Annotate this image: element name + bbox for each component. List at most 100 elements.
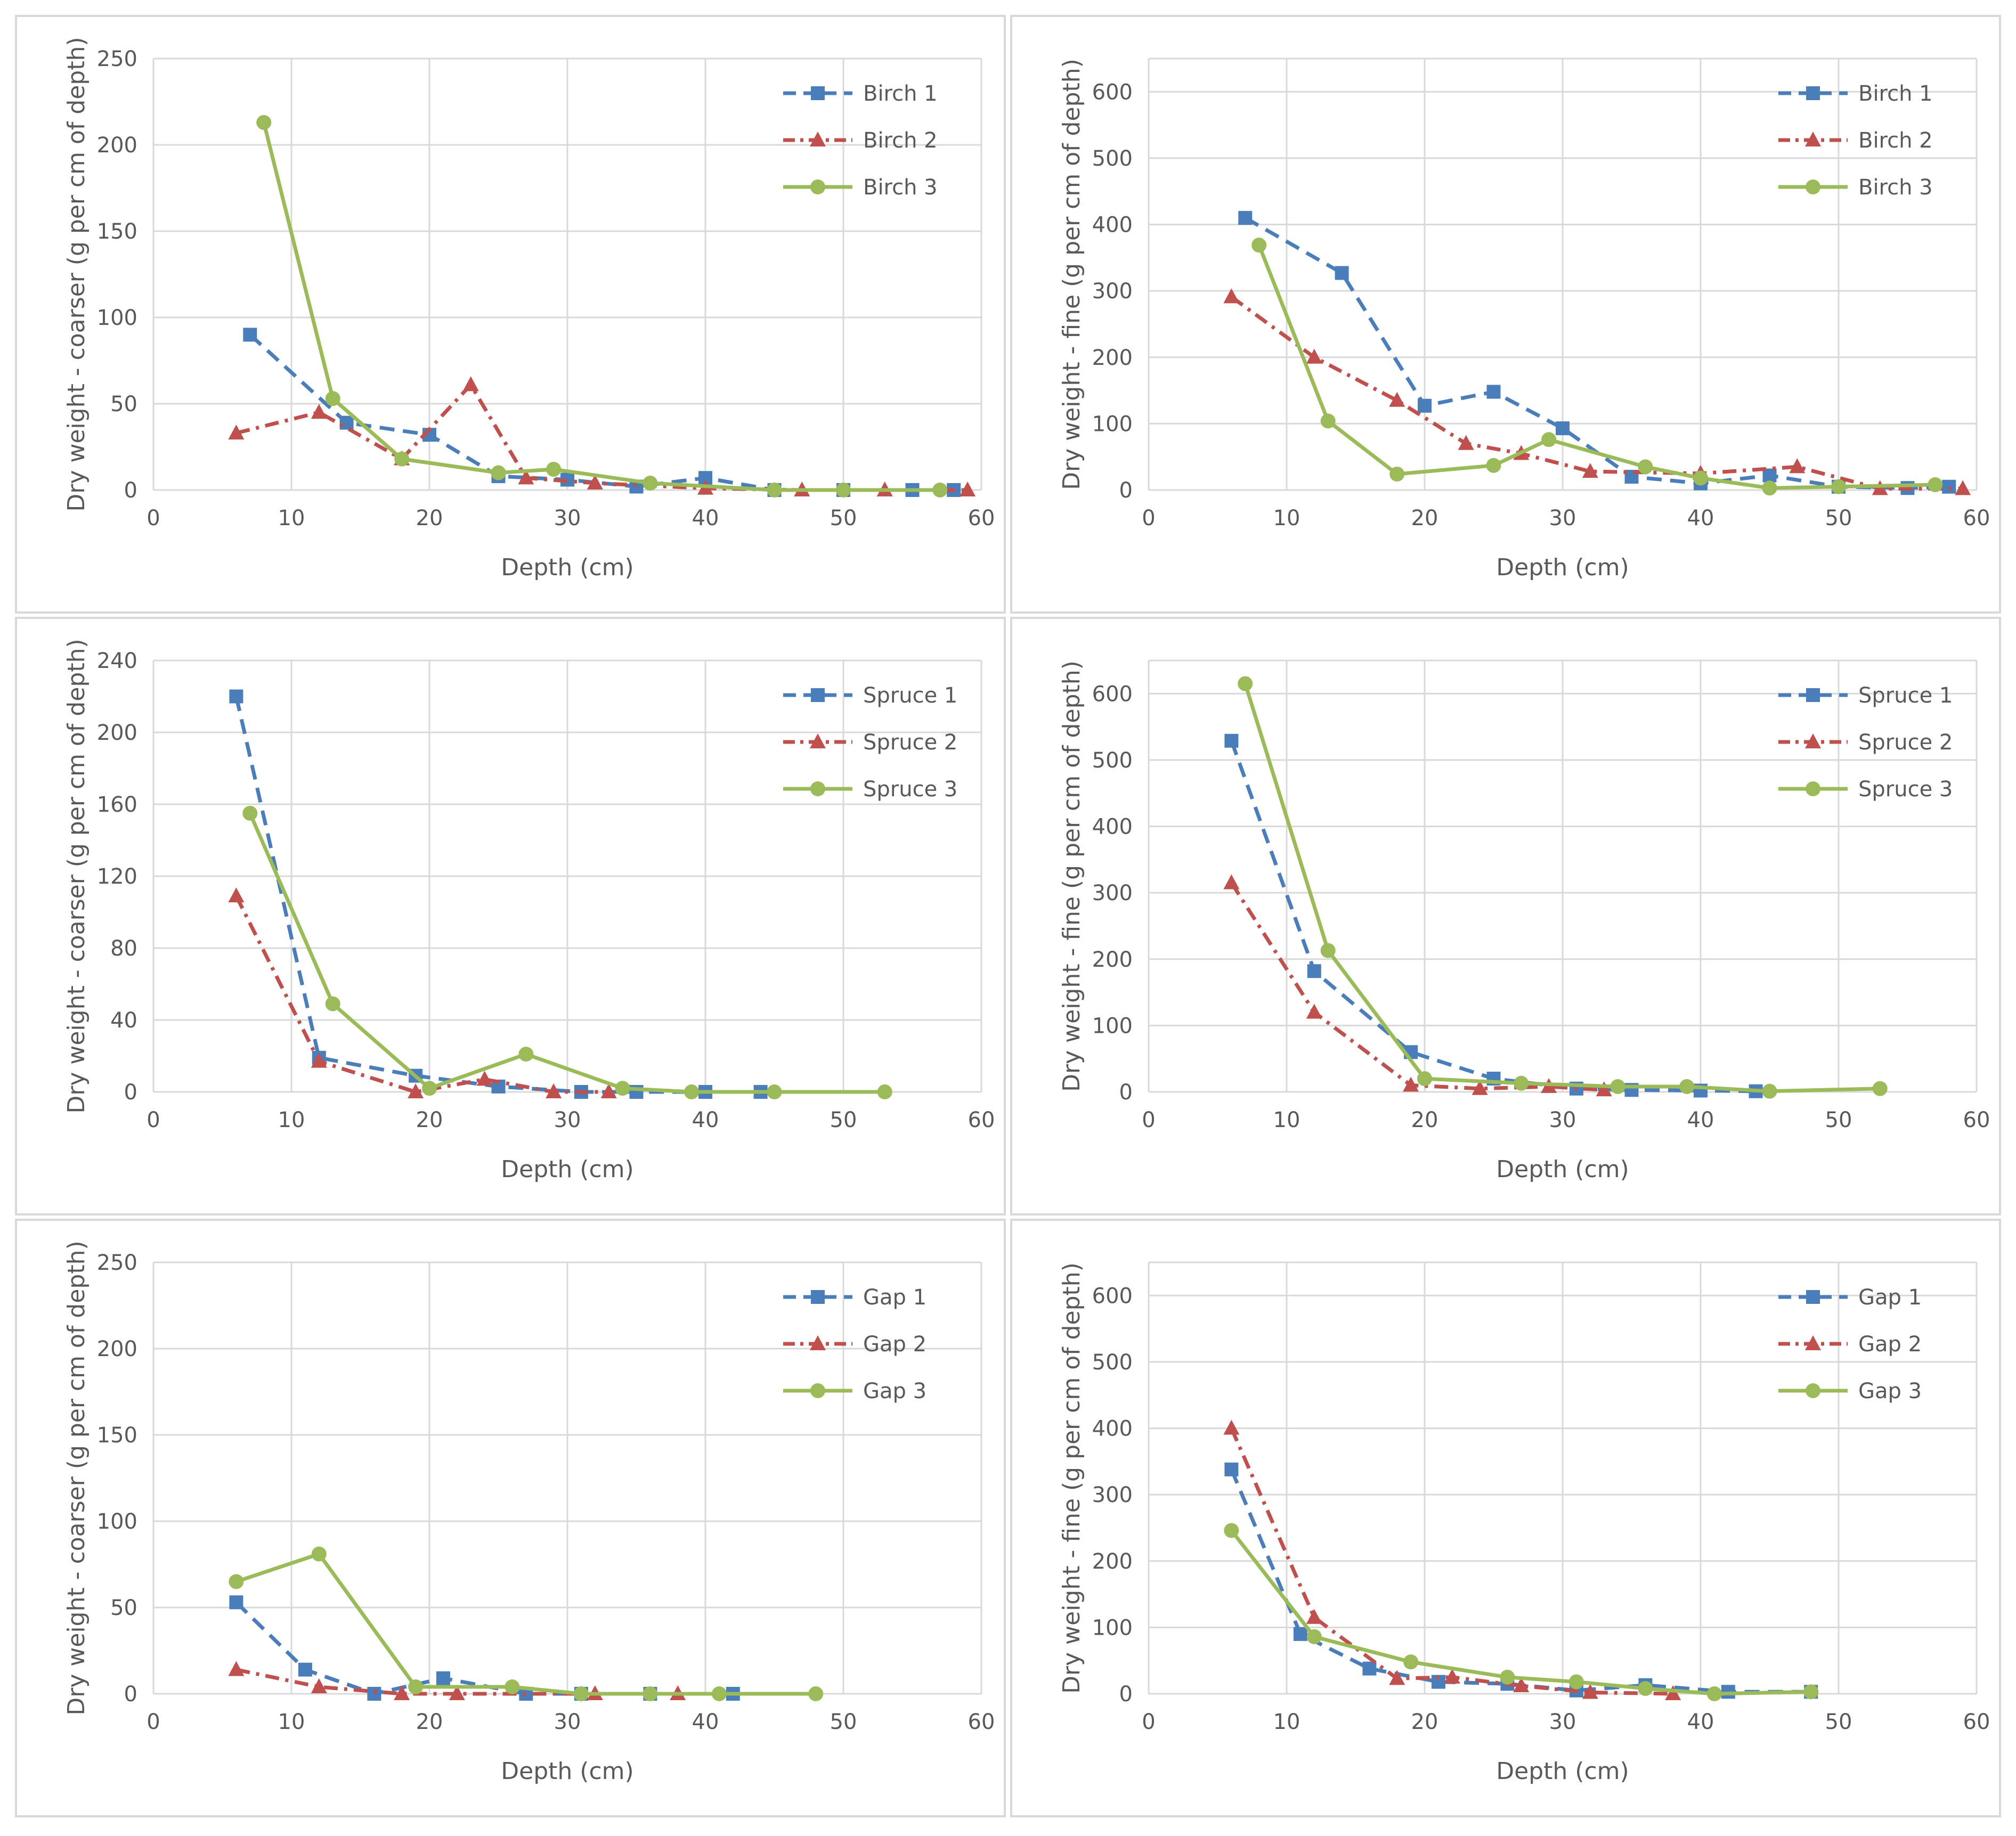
- series-birch-3: [256, 115, 948, 497]
- data-point: [1223, 1419, 1240, 1435]
- data-point: [1444, 1668, 1460, 1684]
- legend-item: Birch 1: [783, 81, 938, 106]
- x-tick-label: 60: [1963, 1710, 1990, 1734]
- legend-item: Gap 1: [783, 1285, 926, 1310]
- x-tick-label: 0: [1142, 1710, 1155, 1734]
- data-point: [1458, 435, 1474, 450]
- chart-panel-spruce-coarse: 0 40 80 120 160 200 240 0 10 20 30 40 50 60 Depth (cm)…: [15, 617, 1006, 1215]
- legend-label: Birch 3: [863, 175, 938, 200]
- data-point: [228, 425, 245, 440]
- data-point: [243, 328, 257, 342]
- legend-label: Spruce 2: [1858, 730, 1953, 755]
- legend-marker: [810, 179, 825, 194]
- x-tick-label: 50: [1825, 506, 1852, 531]
- legend-item: Birch 2: [783, 128, 938, 153]
- y-tick-label: 500: [1092, 1350, 1133, 1375]
- x-tick-label: 0: [147, 506, 160, 531]
- x-tick-label: 10: [278, 1108, 305, 1132]
- data-point: [505, 1679, 520, 1695]
- data-point: [1224, 1523, 1239, 1538]
- legend-label: Birch 2: [863, 128, 938, 153]
- legend-label: Gap 2: [863, 1332, 926, 1357]
- data-point: [1582, 463, 1598, 478]
- data-point: [808, 1686, 824, 1701]
- series-line: [1230, 882, 1604, 1092]
- x-tick-label: 10: [278, 506, 305, 531]
- data-point: [1486, 458, 1501, 473]
- series-line: [1230, 1468, 1811, 1694]
- legend-item: Spruce 2: [1778, 730, 1953, 755]
- data-point: [229, 1595, 243, 1610]
- legend-item: Gap 2: [1778, 1332, 1922, 1357]
- data-point: [229, 689, 243, 704]
- x-tick-label: 60: [1963, 1108, 1990, 1132]
- x-tick-label: 60: [968, 1710, 995, 1734]
- panel-border: [1010, 1219, 2001, 1817]
- data-point: [1831, 479, 1846, 494]
- panel-border: [1010, 15, 2001, 614]
- series-line: [235, 1668, 678, 1696]
- x-tick-label: 50: [830, 1710, 857, 1734]
- x-tick-label: 30: [1549, 506, 1576, 531]
- x-tick-label: 0: [1142, 1108, 1155, 1132]
- y-tick-label: 100: [1092, 1014, 1133, 1038]
- legend-marker: [1806, 179, 1820, 194]
- data-point: [1513, 1677, 1530, 1693]
- data-point: [1514, 1075, 1529, 1091]
- y-tick-label: 600: [1092, 682, 1133, 706]
- legend-item: Birch 1: [1778, 81, 1933, 106]
- data-point: [242, 805, 258, 821]
- legend-marker: [810, 1335, 826, 1350]
- data-point: [960, 482, 976, 496]
- data-point: [1224, 733, 1239, 748]
- data-point: [1596, 1081, 1612, 1097]
- data-point: [1238, 676, 1253, 691]
- series-birch-3: [1251, 238, 1943, 496]
- legend-marker: [1806, 86, 1820, 100]
- data-point: [643, 476, 658, 491]
- data-point: [408, 1679, 424, 1695]
- legend-marker: [811, 86, 825, 100]
- series-line: [235, 1552, 816, 1696]
- data-point: [1942, 479, 1956, 494]
- y-tick-label: 250: [97, 47, 137, 71]
- y-tick-label: 0: [1119, 1080, 1133, 1105]
- data-point: [408, 1083, 424, 1098]
- x-tick-label: 40: [692, 1108, 719, 1132]
- legend-label: Gap 2: [1858, 1332, 1922, 1357]
- y-tick-label: 40: [110, 1008, 137, 1033]
- x-tick-label: 30: [554, 506, 581, 531]
- data-point: [836, 483, 851, 497]
- y-tick-label: 300: [1092, 279, 1133, 304]
- panel-border: [15, 15, 1006, 614]
- y-tick-label: 200: [1092, 1549, 1133, 1574]
- legend-label: Spruce 2: [863, 730, 957, 755]
- y-tick-label: 0: [124, 478, 137, 503]
- data-point: [587, 475, 603, 490]
- x-tick-label: 60: [968, 1108, 995, 1132]
- y-axis-title: Dry weight - coarser (g per cm of depth): [63, 37, 90, 511]
- y-tick-label: 600: [1092, 80, 1133, 104]
- legend-label: Spruce 1: [863, 683, 957, 708]
- data-point: [394, 1685, 410, 1700]
- x-tick-label: 20: [416, 1108, 443, 1132]
- data-point: [1928, 477, 1943, 493]
- legend-marker: [1806, 781, 1820, 796]
- data-point: [325, 391, 340, 406]
- legend-label: Gap 3: [863, 1379, 926, 1403]
- series-line: [234, 696, 761, 1094]
- data-point: [462, 376, 479, 391]
- legend-marker: [810, 733, 826, 748]
- data-point: [1320, 943, 1336, 958]
- x-tick-label: 20: [1411, 1710, 1438, 1734]
- data-point: [1486, 385, 1501, 399]
- y-tick-label: 250: [97, 1251, 137, 1275]
- y-tick-label: 400: [1092, 815, 1133, 839]
- data-point: [1335, 266, 1349, 280]
- data-point: [1418, 398, 1432, 413]
- data-point: [643, 1686, 658, 1701]
- x-tick-label: 10: [1273, 506, 1300, 531]
- data-point: [767, 1084, 782, 1099]
- x-axis-title: Depth (cm): [501, 554, 633, 581]
- x-tick-label: 30: [1549, 1108, 1576, 1132]
